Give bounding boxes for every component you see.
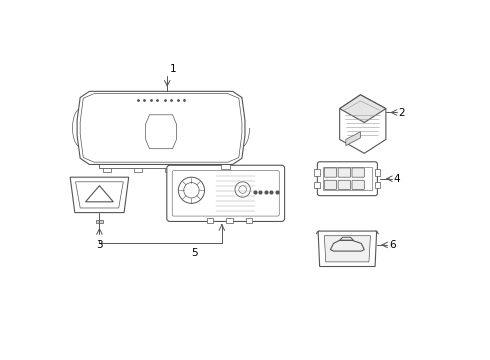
FancyBboxPatch shape: [375, 182, 381, 188]
FancyBboxPatch shape: [324, 168, 337, 177]
FancyBboxPatch shape: [314, 170, 319, 176]
Polygon shape: [77, 91, 245, 165]
Text: 4: 4: [393, 174, 400, 184]
Text: 5: 5: [192, 248, 198, 258]
FancyBboxPatch shape: [167, 165, 285, 221]
Polygon shape: [346, 132, 361, 145]
Polygon shape: [324, 236, 370, 262]
FancyBboxPatch shape: [196, 167, 203, 172]
FancyBboxPatch shape: [171, 99, 177, 103]
FancyBboxPatch shape: [130, 98, 192, 103]
FancyBboxPatch shape: [144, 99, 150, 103]
Polygon shape: [340, 95, 386, 122]
FancyBboxPatch shape: [221, 164, 230, 169]
FancyBboxPatch shape: [338, 168, 350, 177]
Text: 2: 2: [398, 108, 405, 117]
FancyBboxPatch shape: [165, 167, 172, 172]
FancyBboxPatch shape: [245, 219, 252, 223]
FancyBboxPatch shape: [318, 162, 377, 195]
Polygon shape: [318, 231, 377, 266]
FancyBboxPatch shape: [97, 220, 102, 223]
FancyBboxPatch shape: [338, 180, 350, 189]
FancyBboxPatch shape: [352, 180, 365, 189]
Polygon shape: [146, 115, 176, 149]
Text: 1: 1: [170, 64, 176, 75]
FancyBboxPatch shape: [158, 98, 165, 104]
Text: 3: 3: [96, 240, 103, 250]
FancyBboxPatch shape: [324, 180, 337, 189]
FancyBboxPatch shape: [134, 167, 142, 172]
FancyBboxPatch shape: [207, 219, 214, 223]
Polygon shape: [340, 95, 386, 153]
FancyBboxPatch shape: [352, 168, 365, 177]
FancyBboxPatch shape: [99, 164, 222, 168]
FancyBboxPatch shape: [314, 182, 319, 188]
FancyBboxPatch shape: [375, 170, 381, 176]
Polygon shape: [70, 177, 129, 213]
FancyBboxPatch shape: [226, 219, 233, 223]
Text: 6: 6: [389, 240, 395, 250]
FancyBboxPatch shape: [103, 167, 111, 172]
